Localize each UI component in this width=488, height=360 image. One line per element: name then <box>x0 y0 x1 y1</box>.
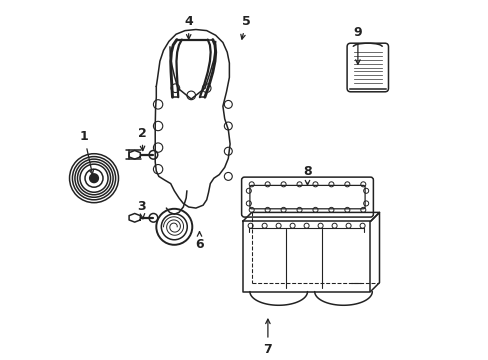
Text: 4: 4 <box>184 15 193 39</box>
Text: 7: 7 <box>263 319 272 356</box>
Text: 1: 1 <box>80 130 93 174</box>
Text: 2: 2 <box>137 127 146 150</box>
Text: 5: 5 <box>241 15 250 39</box>
Text: 8: 8 <box>303 165 311 185</box>
Text: 6: 6 <box>195 232 203 251</box>
Circle shape <box>89 174 98 183</box>
Text: 3: 3 <box>137 201 146 219</box>
Text: 9: 9 <box>353 26 362 64</box>
Circle shape <box>85 169 103 187</box>
